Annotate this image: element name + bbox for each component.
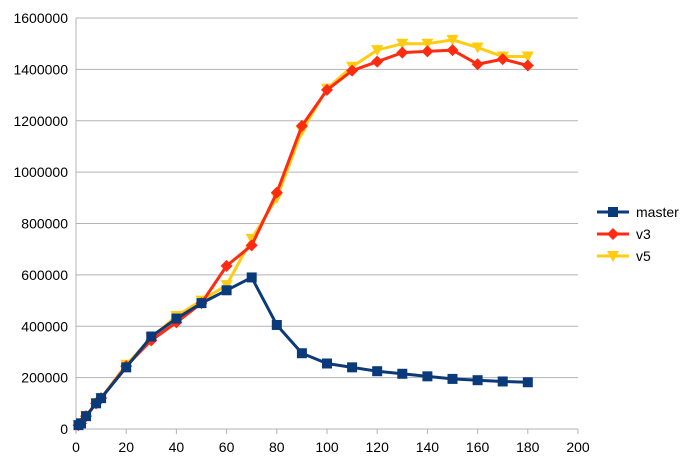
series-line-v3 (77, 48, 529, 427)
legend-label: v3 (636, 226, 651, 242)
data-point-master (397, 368, 408, 379)
y-tick-label: 200000 (21, 370, 68, 386)
data-point-master (221, 285, 232, 296)
x-tick-label: 100 (315, 439, 339, 455)
data-point-master (96, 393, 107, 404)
legend-item-master: master (597, 204, 679, 220)
x-tick-label: 200 (566, 439, 590, 455)
data-point-master (422, 371, 433, 382)
y-tick-label: 400000 (21, 318, 68, 334)
data-point-master (296, 348, 307, 359)
data-point-v3 (446, 44, 459, 57)
y-tick-label: 1200000 (13, 113, 68, 129)
data-point-v3 (521, 59, 534, 72)
x-tick-label: 20 (118, 439, 134, 455)
data-point-v5 (421, 38, 434, 50)
x-tick-label: 180 (516, 439, 540, 455)
x-tick-label: 40 (169, 439, 185, 455)
series-v5 (72, 34, 534, 432)
series-master (73, 272, 533, 431)
legend-item-v5: v5 (597, 248, 651, 264)
axes: 0 200000 400000 600000 800000 1000000 1200000 1… (13, 10, 589, 455)
legend-marker (607, 228, 619, 240)
y-tick-label: 600000 (21, 267, 68, 283)
x-tick-label: 80 (269, 439, 285, 455)
data-point-v3 (321, 83, 333, 96)
data-point-master (447, 373, 458, 384)
data-point-master (121, 362, 132, 373)
legend-label: v5 (636, 248, 651, 264)
y-tick-label: 1000000 (13, 164, 68, 180)
data-point-v3 (371, 55, 384, 68)
data-point-v3 (471, 58, 484, 71)
series-plot-area (72, 34, 534, 432)
x-tick-label: 160 (466, 439, 490, 455)
data-point-master (171, 313, 182, 324)
data-point-master (246, 272, 257, 283)
data-point-v5 (471, 42, 484, 54)
data-point-master (372, 366, 383, 377)
data-point-master (347, 362, 358, 373)
data-point-v3 (346, 64, 359, 77)
x-tick-label: 140 (416, 439, 440, 455)
data-point-v3 (421, 45, 434, 58)
data-point-v3 (220, 259, 233, 272)
data-point-master (91, 398, 102, 409)
data-point-master (472, 375, 483, 386)
y-tick-label: 0 (60, 421, 68, 437)
data-point-v3 (396, 46, 409, 59)
data-point-master (196, 298, 207, 309)
grid-lines (76, 17, 578, 430)
data-point-master (81, 411, 92, 422)
x-tick-label: 0 (72, 439, 80, 455)
data-point-master (146, 331, 157, 342)
data-point-master (76, 418, 87, 429)
x-tick-label: 120 (366, 439, 390, 455)
x-tick-label: 60 (219, 439, 235, 455)
legend-marker (608, 207, 618, 217)
data-point-v3 (270, 186, 283, 199)
series-line-v5 (77, 38, 528, 427)
data-point-v5 (446, 34, 459, 46)
legend-item-v3: v3 (597, 226, 651, 242)
data-point-v3 (295, 119, 308, 132)
data-point-v5 (371, 45, 384, 57)
y-tick-label: 1600000 (13, 10, 68, 26)
data-point-v3 (496, 53, 509, 66)
data-point-master (497, 376, 508, 387)
data-point-master (322, 358, 332, 369)
data-point-v5 (521, 51, 534, 63)
data-point-v5 (396, 38, 409, 50)
data-point-v3 (245, 239, 258, 252)
legend-marker (607, 251, 619, 262)
series-v3 (72, 44, 534, 432)
legend: master v3 v5 (597, 204, 679, 264)
data-point-master (271, 319, 282, 330)
legend-label: master (636, 204, 679, 220)
data-point-master (522, 377, 533, 388)
y-tick-label: 800000 (21, 216, 68, 232)
y-tick-label: 1400000 (13, 61, 68, 77)
